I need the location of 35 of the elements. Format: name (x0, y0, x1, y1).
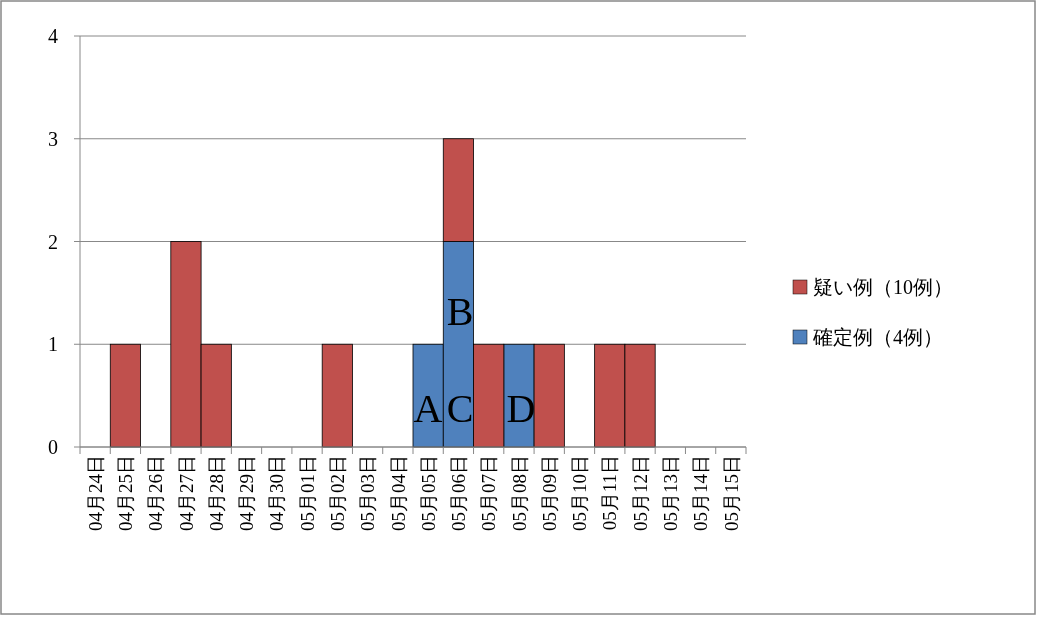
bar (321, 343, 353, 448)
y-tick-label: 3 (48, 127, 58, 150)
x-tick-label: 04月30日 (266, 455, 288, 531)
x-tick-label: 04月24日 (84, 455, 106, 531)
annotation: A (413, 386, 443, 431)
annotation: B (446, 289, 474, 334)
x-tick-label: 04月25日 (115, 455, 137, 531)
x-tick-label: 05月13日 (659, 455, 681, 531)
x-tick-label: 05月07日 (478, 455, 500, 531)
x-tick-label: 05月01日 (296, 455, 318, 531)
y-tick-label: 0 (48, 436, 58, 458)
y-tick-label: 2 (48, 230, 58, 253)
x-tick-label: 05月05日 (417, 455, 439, 531)
x-tick-label: 05月08日 (508, 455, 530, 531)
x-tick-label: 05月11日 (599, 455, 621, 531)
bar (109, 343, 141, 448)
y-tick-label: 4 (48, 25, 58, 47)
legend-label: 疑い例（10例） (813, 276, 953, 298)
x-tick-label: 04月28日 (205, 455, 227, 531)
x-tick-label: 05月10日 (569, 455, 591, 531)
x-tick-label: 04月26日 (145, 455, 167, 531)
x-tick-label: 05月15日 (720, 455, 742, 531)
x-tick-label: 05月14日 (690, 455, 712, 531)
x-tick-label: 04月27日 (175, 455, 197, 531)
x-tick-label: 05月06日 (448, 455, 470, 531)
x-tick-label: 05月04日 (387, 455, 409, 531)
x-tick-label: 05月12日 (629, 455, 651, 531)
x-tick-label: 05月02日 (326, 455, 348, 531)
x-tick-label: 05月09日 (538, 455, 560, 531)
legend-label: 確定例（4例） (812, 326, 943, 348)
annotation: D (506, 386, 536, 431)
x-tick-label: 04月29日 (236, 455, 258, 531)
annotation: C (446, 386, 474, 431)
x-tick-label: 05月03日 (357, 455, 379, 531)
y-tick-label: 1 (48, 333, 58, 356)
